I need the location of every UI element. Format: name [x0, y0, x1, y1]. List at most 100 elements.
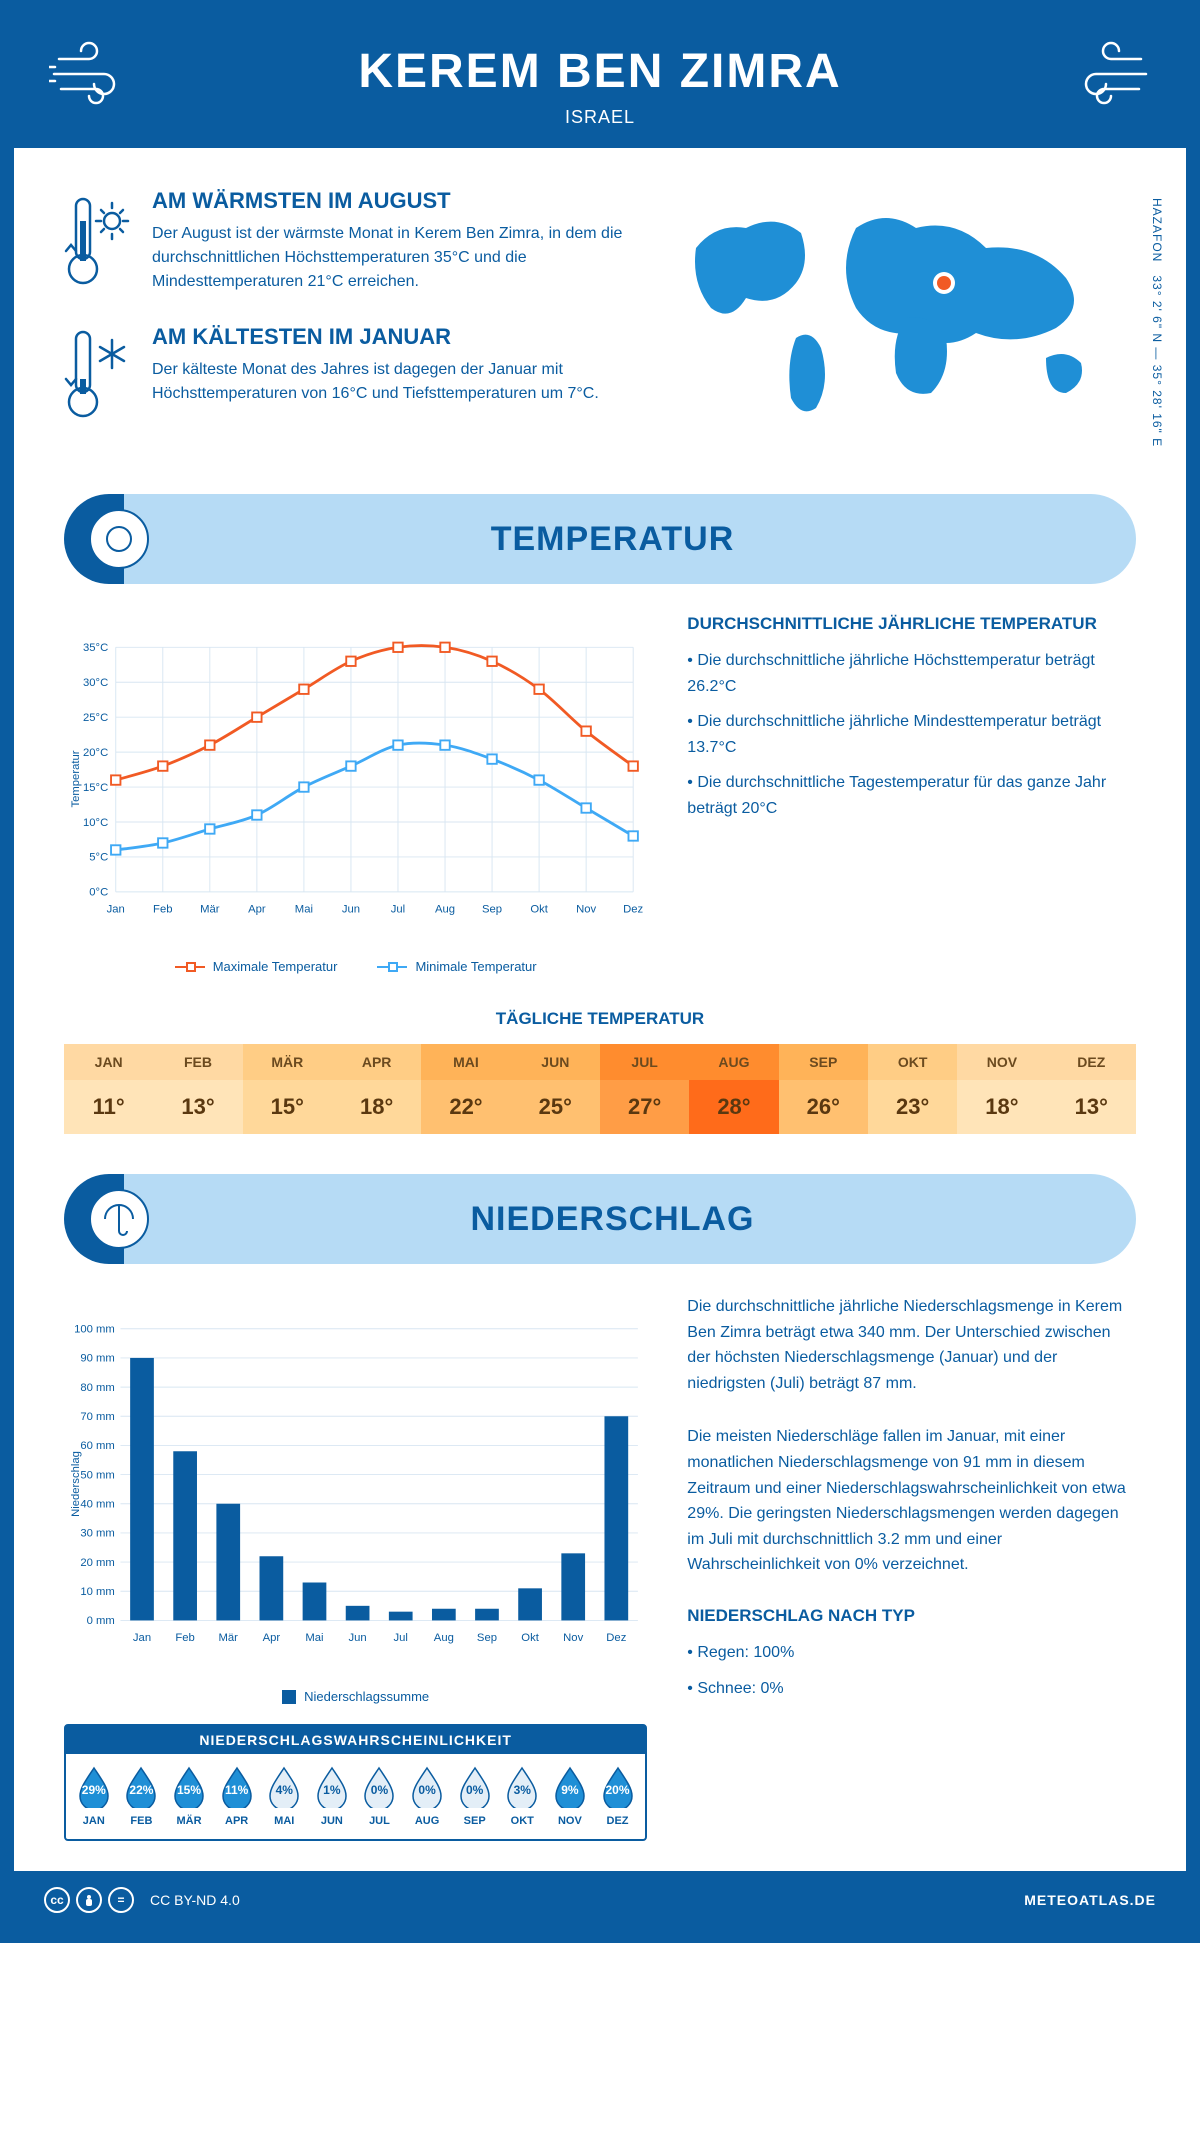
svg-text:Nov: Nov [576, 904, 596, 916]
daily-cell: JUL27° [600, 1044, 689, 1134]
svg-text:5°C: 5°C [89, 852, 108, 864]
precip-text: Die durchschnittliche jährliche Niedersc… [687, 1294, 1136, 1841]
svg-text:100 mm: 100 mm [74, 1324, 115, 1336]
svg-text:30°C: 30°C [83, 677, 108, 689]
temp-legend: Maximale Temperatur Minimale Temperatur [64, 959, 647, 974]
prob-cell: 29% JAN [70, 1766, 118, 1827]
warmest-summary: AM WÄRMSTEN IM AUGUST Der August ist der… [64, 188, 636, 294]
warmest-title: AM WÄRMSTEN IM AUGUST [152, 188, 636, 214]
svg-text:40 mm: 40 mm [80, 1499, 114, 1511]
svg-text:Mai: Mai [305, 1632, 323, 1644]
cc-icons: cc = CC BY-ND 4.0 [44, 1887, 240, 1913]
prob-cell: 0% SEP [451, 1766, 499, 1827]
precip-heading: NIEDERSCHLAG [89, 1200, 1136, 1239]
svg-text:Okt: Okt [521, 1632, 539, 1644]
precip-legend: Niederschlagssumme [64, 1689, 647, 1704]
nd-icon: = [108, 1887, 134, 1913]
daily-cell: MÄR15° [243, 1044, 332, 1134]
svg-text:Sep: Sep [477, 1632, 497, 1644]
by-icon [76, 1887, 102, 1913]
svg-text:Jan: Jan [133, 1632, 151, 1644]
svg-text:10°C: 10°C [83, 817, 108, 829]
daily-cell: FEB13° [153, 1044, 242, 1134]
thermometer-hot-icon [64, 188, 134, 294]
daily-cell: JUN25° [511, 1044, 600, 1134]
prob-cell: 22% FEB [118, 1766, 166, 1827]
svg-text:60 mm: 60 mm [80, 1440, 114, 1452]
daily-cell: OKT23° [868, 1044, 957, 1134]
page-subtitle: ISRAEL [34, 107, 1166, 128]
svg-text:Temperatur: Temperatur [70, 750, 82, 807]
coordinates: HAZAFON 33° 2' 6" N — 35° 28' 16" E [1150, 198, 1164, 447]
svg-text:0 mm: 0 mm [87, 1615, 115, 1627]
daily-cell: APR18° [332, 1044, 421, 1134]
coldest-title: AM KÄLTESTEN IM JANUAR [152, 324, 636, 350]
prob-cell: 9% NOV [546, 1766, 594, 1827]
daily-temp-heading: TÄGLICHE TEMPERATUR [64, 1009, 1136, 1029]
prob-cell: 0% AUG [403, 1766, 451, 1827]
svg-text:Jan: Jan [107, 904, 125, 916]
thermometer-cold-icon [64, 324, 134, 424]
svg-text:Aug: Aug [434, 1632, 454, 1644]
svg-text:20 mm: 20 mm [80, 1557, 114, 1569]
warmest-text: Der August ist der wärmste Monat in Kere… [152, 222, 636, 294]
daily-cell: NOV18° [957, 1044, 1046, 1134]
svg-text:Jul: Jul [391, 904, 405, 916]
svg-text:Niederschlag: Niederschlag [70, 1451, 82, 1517]
avg-temp-text: DURCHSCHNITTLICHE JÄHRLICHE TEMPERATUR •… [687, 614, 1136, 974]
header: KEREM BEN ZIMRA ISRAEL [14, 14, 1186, 148]
footer: cc = CC BY-ND 4.0 METEOATLAS.DE [14, 1871, 1186, 1929]
svg-text:Mär: Mär [200, 904, 220, 916]
svg-text:Apr: Apr [263, 1632, 281, 1644]
page-title: KEREM BEN ZIMRA [34, 44, 1166, 99]
daily-cell: DEZ13° [1047, 1044, 1136, 1134]
prob-cell: 3% OKT [498, 1766, 546, 1827]
svg-text:70 mm: 70 mm [80, 1411, 114, 1423]
temperature-heading: TEMPERATUR [89, 520, 1136, 559]
svg-text:Nov: Nov [563, 1632, 583, 1644]
svg-text:Feb: Feb [153, 904, 172, 916]
coldest-text: Der kälteste Monat des Jahres ist dagege… [152, 358, 636, 406]
svg-text:Sep: Sep [482, 904, 502, 916]
svg-text:Okt: Okt [530, 904, 548, 916]
svg-text:Feb: Feb [175, 1632, 194, 1644]
prob-cell: 1% JUN [308, 1766, 356, 1827]
daily-cell: JAN11° [64, 1044, 153, 1134]
world-map: HAZAFON 33° 2' 6" N — 35° 28' 16" E [676, 188, 1136, 454]
svg-text:Jun: Jun [349, 1632, 367, 1644]
svg-text:20°C: 20°C [83, 747, 108, 759]
svg-text:Aug: Aug [435, 904, 455, 916]
prob-cell: 15% MÄR [165, 1766, 213, 1827]
svg-text:Dez: Dez [606, 1632, 626, 1644]
svg-text:10 mm: 10 mm [80, 1586, 114, 1598]
coldest-summary: AM KÄLTESTEN IM JANUAR Der kälteste Mona… [64, 324, 636, 424]
prob-cell: 20% DEZ [594, 1766, 642, 1827]
svg-text:15°C: 15°C [83, 782, 108, 794]
temperature-line-chart: 0°C5°C10°C15°C20°C25°C30°C35°CJanFebMärA… [64, 614, 647, 944]
svg-text:Dez: Dez [623, 904, 643, 916]
daily-cell: MAI22° [421, 1044, 510, 1134]
precip-bar-chart: 0 mm 10 mm 20 mm 30 mm 40 mm 50 mm 60 mm 70 mm 8… [64, 1294, 647, 1674]
svg-text:25°C: 25°C [83, 712, 108, 724]
daily-temp-table: JAN11°FEB13°MÄR15°APR18°MAI22°JUN25°JUL2… [64, 1044, 1136, 1134]
probability-box: NIEDERSCHLAGSWAHRSCHEINLICHKEIT 29% JAN … [64, 1724, 647, 1841]
prob-cell: 4% MAI [260, 1766, 308, 1827]
source-label: METEOATLAS.DE [1024, 1892, 1156, 1908]
svg-text:Jul: Jul [394, 1632, 408, 1644]
prob-cell: 11% APR [213, 1766, 261, 1827]
svg-text:Jun: Jun [342, 904, 360, 916]
svg-text:Mai: Mai [295, 904, 313, 916]
svg-text:35°C: 35°C [83, 642, 108, 654]
svg-text:30 mm: 30 mm [80, 1528, 114, 1540]
svg-text:80 mm: 80 mm [80, 1382, 114, 1394]
wind-icon [1041, 39, 1151, 109]
svg-text:90 mm: 90 mm [80, 1353, 114, 1365]
svg-text:Mär: Mär [219, 1632, 239, 1644]
precip-section-header: NIEDERSCHLAG [64, 1174, 1136, 1264]
daily-cell: SEP26° [779, 1044, 868, 1134]
prob-cell: 0% JUL [356, 1766, 404, 1827]
daily-cell: AUG28° [689, 1044, 778, 1134]
cc-icon: cc [44, 1887, 70, 1913]
temperature-section-header: TEMPERATUR [64, 494, 1136, 584]
svg-text:50 mm: 50 mm [80, 1469, 114, 1481]
